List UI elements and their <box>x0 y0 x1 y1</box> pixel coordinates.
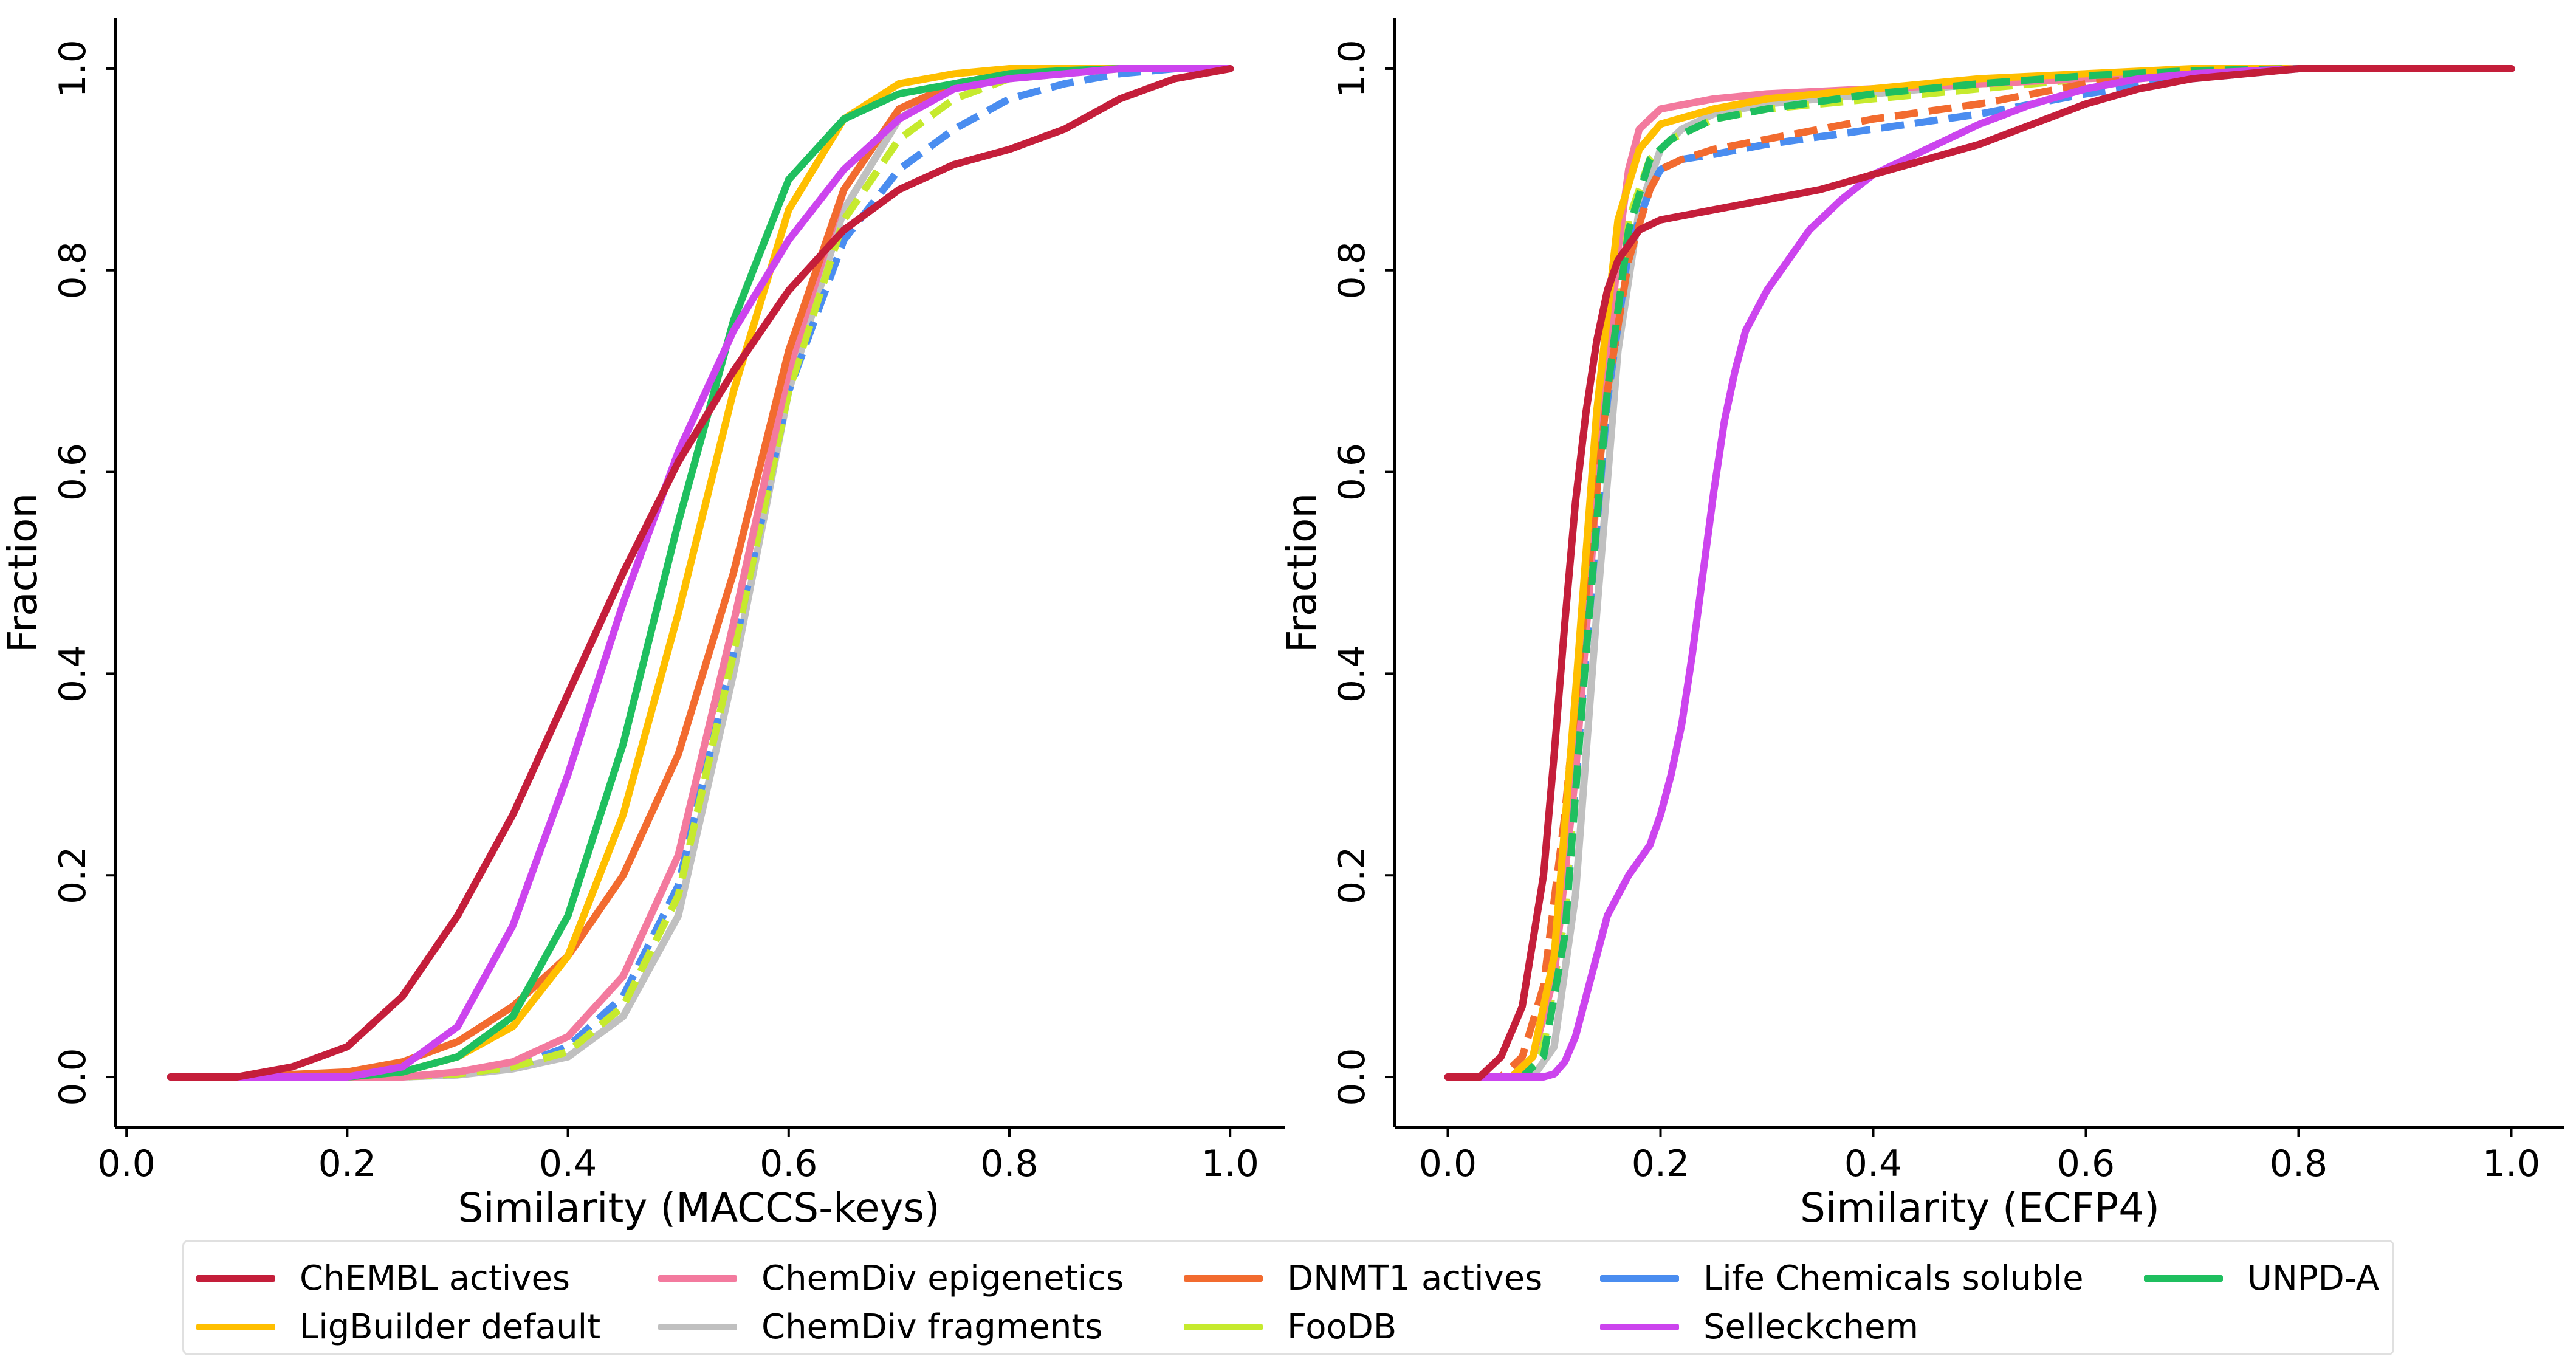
y-tick-label: 0.6 <box>52 443 94 501</box>
x-tick-label: 0.8 <box>2270 1143 2327 1185</box>
x-axis-label: Similarity (MACCS-keys) <box>458 1185 939 1231</box>
legend-swatch-life-chemicals-soluble <box>1600 1274 1679 1282</box>
legend: ChEMBL actives ChemDiv epigenetics DNMT1… <box>182 1240 2394 1355</box>
y-axis-label: Fraction <box>0 493 46 653</box>
legend-swatch-chemdiv-epigenetics <box>658 1274 737 1282</box>
x-tick-label: 0.4 <box>1844 1143 1902 1185</box>
x-tick-label: 0.6 <box>2057 1143 2115 1185</box>
series-line-ligbuilder-default <box>167 65 1234 1081</box>
y-axis-label: Fraction <box>1279 493 1325 653</box>
legend-swatch-selleckchem <box>1600 1323 1679 1330</box>
legend-item-ligbuilder-default: LigBuilder default <box>196 1305 600 1348</box>
series-line-selleckchem <box>167 65 1234 1081</box>
y-tick-label: 1.0 <box>52 40 94 97</box>
x-tick-label: 0.4 <box>539 1143 597 1185</box>
series-line-selleckchem <box>1444 65 2515 1081</box>
chart-panel-left: 0.0 0.2 0.4 0.6 0.8 1.0 0.0 0.2 0.4 0.6 0.8 1.0 Simi… <box>0 18 1285 1231</box>
series-line-unpd-a <box>1448 65 2512 1081</box>
legend-swatch-dnmt1-actives <box>1184 1274 1263 1282</box>
series-line-unpd-a <box>167 65 1234 1081</box>
y-tick-label: 1.0 <box>1331 40 1373 97</box>
series-line-chembl-actives <box>167 65 1234 1081</box>
legend-item-dnmt1-actives: DNMT1 actives <box>1184 1257 1542 1299</box>
y-tick-label: 0.2 <box>1331 847 1373 904</box>
legend-item-chemdiv-epigenetics: ChemDiv epigenetics <box>658 1257 1124 1299</box>
legend-label: FooDB <box>1287 1307 1397 1347</box>
x-tick-label: 0.0 <box>1419 1143 1477 1185</box>
legend-label: UNPD-A <box>2247 1258 2380 1298</box>
x-tick-label: 0.2 <box>318 1143 376 1185</box>
x-tick-label: 0.2 <box>1632 1143 1689 1185</box>
y-tick-label: 0.0 <box>1331 1048 1373 1106</box>
series-line-chemdiv-epigenetics <box>167 65 1234 1081</box>
legend-swatch-foodb <box>1184 1323 1263 1330</box>
x-axis-label: Similarity (ECFP4) <box>1800 1185 2160 1231</box>
series-line-foodb <box>170 65 1231 1081</box>
series-line-dnmt1-actives <box>1448 65 2512 1081</box>
legend-label: Selleckchem <box>1703 1307 1919 1347</box>
series-line-chembl-actives <box>1444 65 2515 1081</box>
legend-swatch-unpd-a <box>2144 1274 2223 1282</box>
y-tick-label: 0.4 <box>52 645 94 703</box>
legend-item-selleckchem: Selleckchem <box>1600 1305 1918 1348</box>
legend-swatch-chembl-actives <box>196 1274 275 1282</box>
x-tick-label: 1.0 <box>1201 1143 1259 1185</box>
x-tick-label: 0.6 <box>760 1143 817 1185</box>
series-line-dnmt1-actives <box>167 65 1234 1081</box>
legend-label: LigBuilder default <box>300 1307 601 1347</box>
series-line-life-chemicals-soluble <box>170 65 1231 1081</box>
legend-item-unpd-a: UNPD-A <box>2144 1257 2379 1299</box>
x-tick-label: 0.0 <box>97 1143 155 1185</box>
y-tick-label: 0.0 <box>52 1048 94 1106</box>
legend-item-chemdiv-fragments: ChemDiv fragments <box>658 1305 1102 1348</box>
series-line-ligbuilder-default <box>1444 65 2515 1081</box>
x-tick-label: 1.0 <box>2482 1143 2540 1185</box>
legend-swatch-ligbuilder-default <box>196 1323 275 1330</box>
y-tick-label: 0.6 <box>1331 443 1373 501</box>
legend-label: DNMT1 actives <box>1287 1258 1543 1298</box>
legend-label: Life Chemicals soluble <box>1703 1258 2084 1298</box>
y-tick-label: 0.8 <box>52 241 94 299</box>
y-tick-label: 0.8 <box>1331 241 1373 299</box>
legend-label: ChEMBL actives <box>300 1258 571 1298</box>
y-tick-label: 0.4 <box>1331 645 1373 703</box>
legend-swatch-chemdiv-fragments <box>658 1323 737 1330</box>
legend-item-life-chemicals-soluble: Life Chemicals soluble <box>1600 1257 2084 1299</box>
x-tick-label: 0.8 <box>980 1143 1038 1185</box>
legend-label: ChemDiv fragments <box>761 1307 1103 1347</box>
y-tick-label: 0.2 <box>52 847 94 904</box>
chart-panel-right: 0.0 0.2 0.4 0.6 0.8 1.0 0.0 0.2 0.4 0.6 0.8 1.0 Simi… <box>1279 18 2564 1231</box>
legend-item-chembl-actives: ChEMBL actives <box>196 1257 570 1299</box>
legend-item-foodb: FooDB <box>1184 1305 1396 1348</box>
legend-label: ChemDiv epigenetics <box>761 1258 1124 1298</box>
series-line-chemdiv-fragments <box>167 65 1234 1081</box>
